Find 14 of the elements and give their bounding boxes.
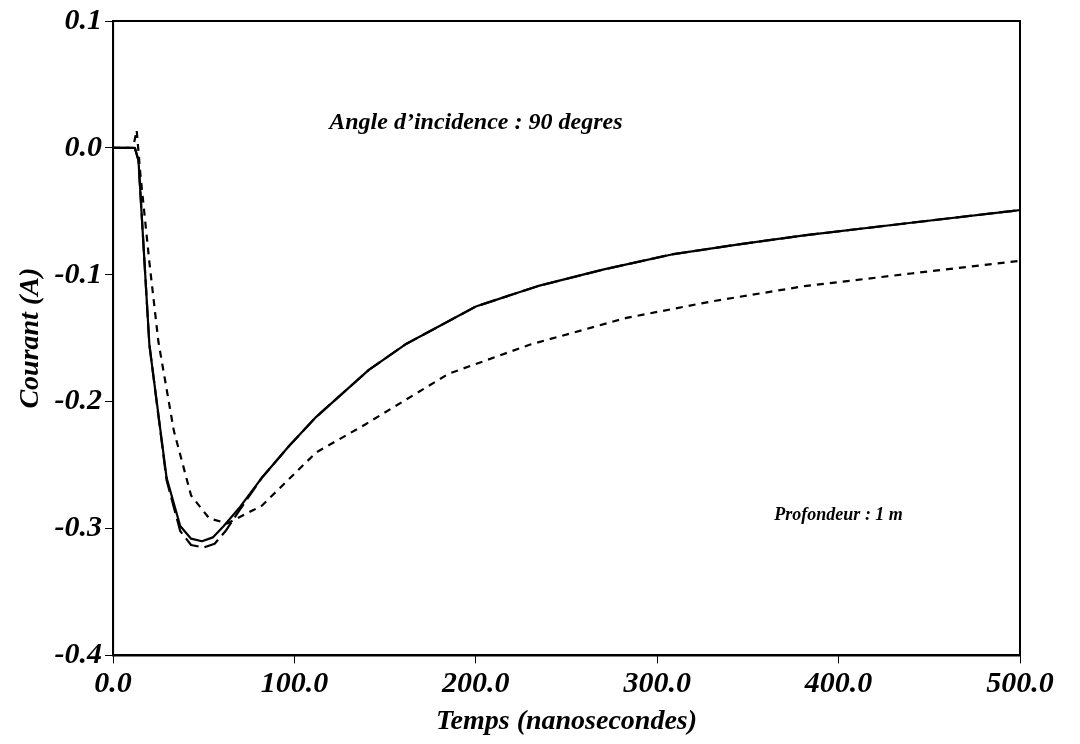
x-tick-label: 300.0 bbox=[622, 665, 691, 699]
y-tick-label: -0.1 bbox=[54, 255, 103, 289]
annotation: Profondeur : 1 m bbox=[773, 504, 903, 525]
y-tick-label: 0.1 bbox=[64, 1, 103, 35]
x-tick-label: 500.0 bbox=[986, 665, 1054, 699]
y-tick-label: -0.2 bbox=[54, 382, 103, 416]
y-tick-label: -0.3 bbox=[54, 509, 103, 543]
annotation: Angle d’incidence : 90 degres bbox=[327, 107, 623, 134]
x-tick-label: 400.0 bbox=[803, 665, 873, 699]
y-axis-title: Courant (A) bbox=[13, 267, 45, 409]
y-tick-label: 0.0 bbox=[64, 128, 103, 162]
x-tick-label: 200.0 bbox=[441, 665, 510, 699]
x-tick-label: 100.0 bbox=[260, 665, 329, 699]
x-axis-title: Temps (nanosecondes) bbox=[436, 704, 698, 736]
